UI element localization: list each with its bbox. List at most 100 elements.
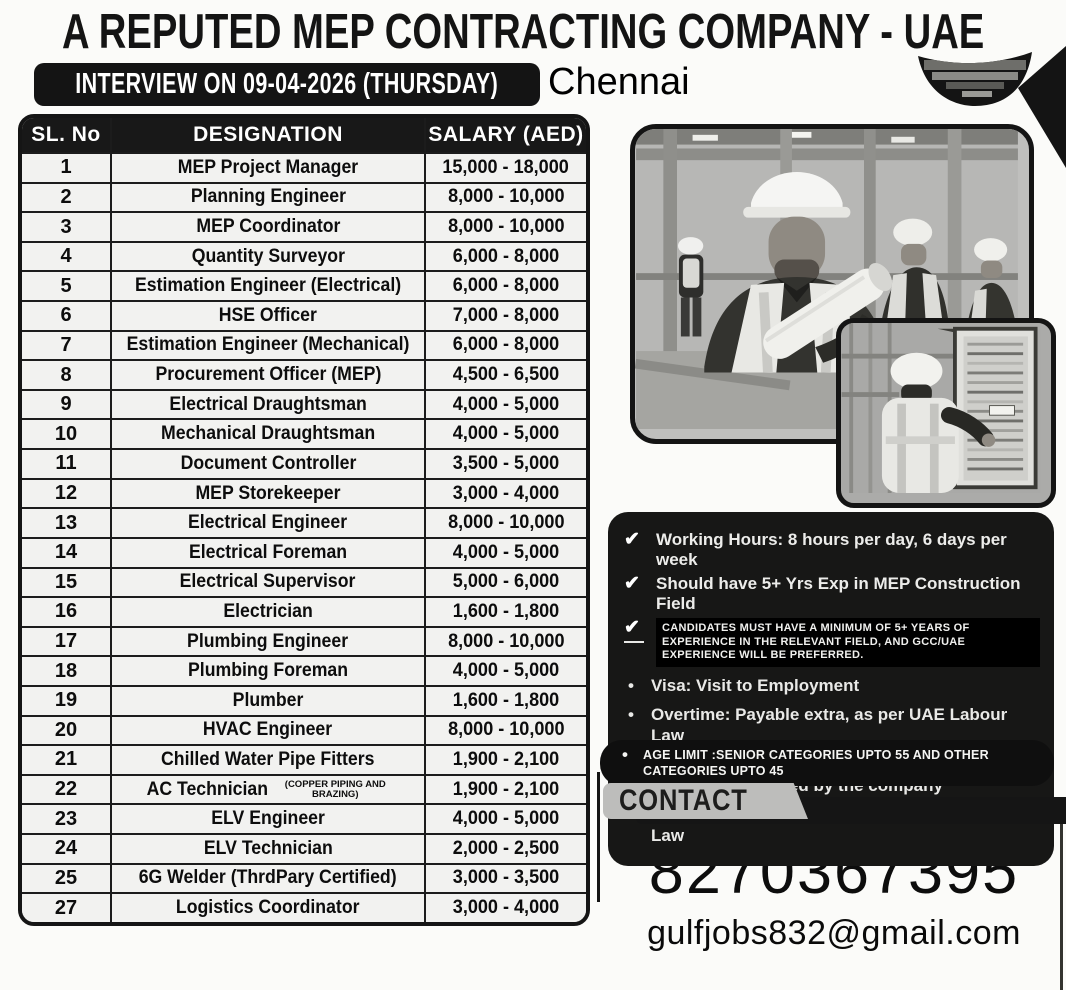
table-row: 25 6G Welder (ThrdPary Certified) 3,000 … <box>22 862 586 893</box>
row-salary: 4,000 - 5,000 <box>424 805 586 834</box>
row-slno: 11 <box>55 452 77 475</box>
table-row: 14 Electrical Foreman 4,000 - 5,000 <box>22 536 586 567</box>
bullet-icon: • <box>622 745 629 764</box>
row-salary: 4,000 - 5,000 <box>424 390 586 419</box>
right-edge-line <box>1060 820 1063 990</box>
row-salary: 4,500 - 6,500 <box>424 361 586 389</box>
table-row: 24 ELV Technician 2,000 - 2,500 <box>22 833 586 863</box>
table-row: 7 Estimation Engineer (Mechanical) 6,000… <box>22 329 586 360</box>
table-row: 13 Electrical Engineer 8,000 - 10,000 <box>22 507 586 537</box>
row-slno: 16 <box>54 600 78 623</box>
row-designation: AC Technician (COPPER PIPING AND BRAZING… <box>110 775 424 804</box>
vacancies-table: SL. No DESIGNATION SALARY (AED) 1 MEP Pr… <box>18 114 590 926</box>
row-salary: 8,000 - 10,000 <box>424 183 586 212</box>
table-row: 6 HSE Officer 7,000 - 8,000 <box>22 300 586 330</box>
check-icon: ✔ <box>624 529 640 550</box>
row-salary: 1,900 - 2,100 <box>424 775 586 804</box>
interview-date-banner: INTERVIEW ON 09-04-2026 (THURSDAY) <box>34 63 540 106</box>
table-row: 5 Estimation Engineer (Electrical) 6,000… <box>22 270 586 301</box>
row-designation: Chilled Water Pipe Fitters <box>110 746 424 774</box>
row-designation-note: (COPPER PIPING AND BRAZING) <box>284 779 386 800</box>
row-designation: Mechanical Draughtsman <box>110 420 424 449</box>
row-designation: ELV Technician <box>110 835 424 863</box>
row-salary: 3,500 - 5,000 <box>424 450 586 478</box>
table-row: 12 MEP Storekeeper 3,000 - 4,000 <box>22 477 586 508</box>
row-salary: 4,000 - 5,000 <box>424 420 586 449</box>
row-slno: 5 <box>60 274 72 297</box>
bullet-item: • Overtime: Payable extra, as per UAE La… <box>628 704 1008 745</box>
row-salary: 1,900 - 2,100 <box>424 746 586 774</box>
row-salary: 2,000 - 2,500 <box>424 835 586 863</box>
checklist-item: ✔ Working Hours: 8 hours per day, 6 days… <box>624 529 1007 570</box>
table-row: 21 Chilled Water Pipe Fitters 1,900 - 2,… <box>22 744 586 774</box>
column-header-slno: SL. No <box>31 123 101 146</box>
row-designation: Procurement Officer (MEP) <box>110 361 424 389</box>
table-row: 15 Electrical Supervisor 5,000 - 6,000 <box>22 566 586 597</box>
row-salary: 5,000 - 6,000 <box>424 568 586 597</box>
row-slno: 9 <box>60 393 72 416</box>
row-slno: 6 <box>60 304 72 327</box>
inset-photo-electrician <box>836 318 1056 508</box>
row-salary: 6,000 - 8,000 <box>424 272 586 301</box>
row-slno: 12 <box>54 482 78 504</box>
row-designation: Plumber <box>110 686 424 715</box>
column-header-salary: SALARY (AED) <box>424 118 586 152</box>
row-designation: Quantity Surveyor <box>110 242 424 271</box>
row-salary: 1,600 - 1,800 <box>424 598 586 626</box>
checklist-item-highlighted: ✔ CANDIDATES MUST HAVE A MINIMUM OF 5+ Y… <box>624 618 1040 667</box>
row-slno: 3 <box>60 215 72 238</box>
row-slno: 21 <box>54 748 78 771</box>
divider-line <box>597 772 600 902</box>
table-row: 1 MEP Project Manager 15,000 - 18,000 <box>22 152 586 182</box>
row-designation: Electrical Engineer <box>110 509 424 537</box>
row-designation: MEP Coordinator <box>110 213 424 241</box>
row-designation: MEP Storekeeper <box>110 479 424 508</box>
table-row: 10 Mechanical Draughtsman 4,000 - 5,000 <box>22 418 586 449</box>
row-slno: 19 <box>54 689 78 712</box>
row-salary: 3,000 - 4,000 <box>424 894 586 922</box>
row-designation: Logistics Coordinator <box>110 894 424 922</box>
table-row: 20 HVAC Engineer 8,000 - 10,000 <box>22 714 586 745</box>
row-designation: Electrical Draughtsman <box>110 390 424 419</box>
checklist-item: ✔ Should have 5+ Yrs Exp in MEP Construc… <box>624 573 1021 614</box>
table-row: 16 Electrician 1,600 - 1,800 <box>22 596 586 626</box>
row-designation: Planning Engineer <box>110 183 424 212</box>
row-slno: 2 <box>60 185 72 208</box>
corner-photo-decoration <box>918 46 1066 168</box>
bullet-icon: • <box>628 704 634 724</box>
row-salary: 3,000 - 4,000 <box>424 479 586 508</box>
table-row: 27 Logistics Coordinator 3,000 - 4,000 <box>22 892 586 922</box>
contact-heading: CONTACT <box>603 783 808 819</box>
row-salary: 4,000 - 5,000 <box>424 657 586 685</box>
row-designation: HSE Officer <box>110 302 424 330</box>
check-icon: ✔ <box>624 573 640 594</box>
row-salary: 3,000 - 3,500 <box>424 864 586 893</box>
row-designation: ELV Engineer <box>110 805 424 834</box>
row-slno: 25 <box>54 866 78 889</box>
row-slno: 13 <box>54 511 78 534</box>
row-slno: 20 <box>54 718 78 741</box>
row-salary: 8,000 - 10,000 <box>424 716 586 745</box>
row-slno: 10 <box>54 422 78 445</box>
row-salary: 1,600 - 1,800 <box>424 686 586 715</box>
row-salary: 4,000 - 5,000 <box>424 538 586 567</box>
row-slno: 17 <box>54 630 78 653</box>
row-slno: 27 <box>54 896 78 919</box>
row-slno: 23 <box>54 807 78 830</box>
row-slno: 7 <box>60 333 72 356</box>
experience-highlight: CANDIDATES MUST HAVE A MINIMUM OF 5+ YEA… <box>656 618 1040 667</box>
row-designation: Plumbing Foreman <box>110 657 424 685</box>
row-slno: 18 <box>54 659 78 682</box>
table-body: 1 MEP Project Manager 15,000 - 18,000 2 <box>22 152 586 922</box>
age-limit-note: • AGE LIMIT :SENIOR CATEGORIES UPTO 55 A… <box>600 740 1054 786</box>
row-salary: 8,000 - 10,000 <box>424 509 586 537</box>
bullet-item: • Visa: Visit to Employment <box>628 675 860 695</box>
row-designation: 6G Welder (ThrdPary Certified) <box>110 864 424 893</box>
row-salary: 6,000 - 8,000 <box>424 331 586 360</box>
row-salary: 7,000 - 8,000 <box>424 302 586 330</box>
bullet-icon: • <box>628 675 634 695</box>
row-slno: 1 <box>60 156 72 179</box>
table-row: 19 Plumber 1,600 - 1,800 <box>22 684 586 715</box>
table-row: 2 Planning Engineer 8,000 - 10,000 <box>22 181 586 212</box>
